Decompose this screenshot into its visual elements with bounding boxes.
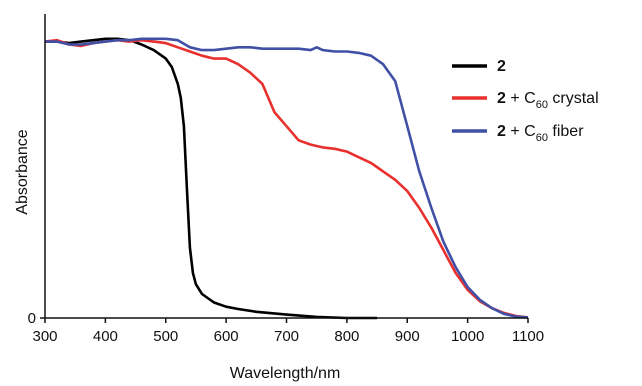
y-tick-label: 0	[28, 310, 36, 327]
legend-label-2: 2	[497, 58, 506, 75]
x-tick-label: 900	[395, 328, 420, 345]
x-tick-label: 600	[214, 328, 239, 345]
legend-item-crystal: 2 + C60 crystal	[452, 90, 599, 111]
x-tick-label: 1000	[451, 328, 484, 345]
x-tick-label: 300	[32, 328, 57, 345]
legend-label-fiber: 2 + C60 fiber	[497, 123, 584, 144]
x-tick-label: 400	[93, 328, 118, 345]
legend-item-2: 2	[452, 58, 506, 75]
plot-lines	[44, 37, 529, 320]
x-axis-title: Wavelength/nm	[230, 365, 341, 382]
x-axis-ticks: 300 400 500 600 700 800 900 1000 1100	[32, 318, 544, 345]
legend-item-fiber: 2 + C60 fiber	[452, 123, 584, 144]
legend: 2 2 + C60 crystal 2 + C60 fiber	[452, 58, 599, 144]
y-axis-ticks: 0	[28, 310, 45, 327]
legend-label-crystal: 2 + C60 crystal	[497, 90, 599, 111]
series-line-s2f	[45, 37, 529, 319]
x-tick-label: 500	[153, 328, 178, 345]
y-axis-title: Absorbance	[14, 129, 31, 214]
x-tick-label: 800	[334, 328, 359, 345]
series-line-s2c	[44, 38, 529, 319]
x-tick-label: 700	[274, 328, 299, 345]
series-line-s2	[45, 37, 378, 320]
x-tick-label: 1100	[512, 328, 544, 345]
